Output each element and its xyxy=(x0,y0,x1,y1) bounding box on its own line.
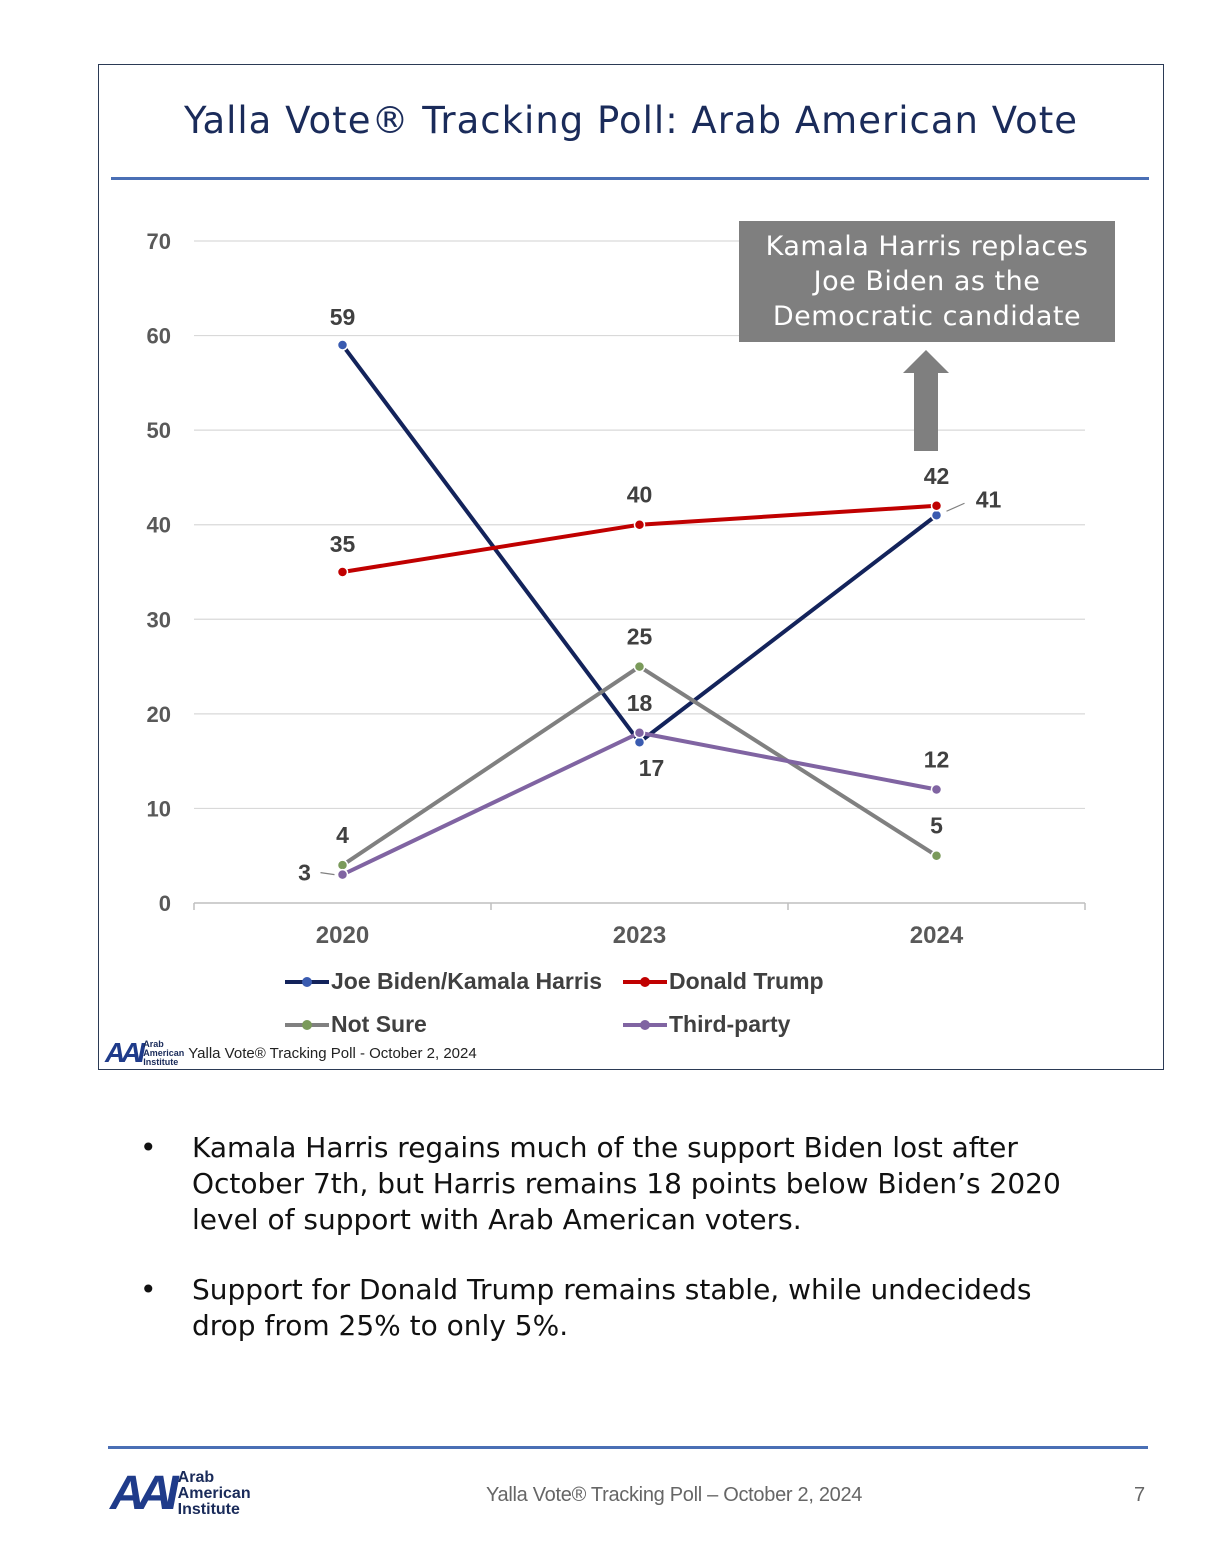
aai-logo-mark-icon: AAI xyxy=(110,1467,179,1520)
label-leader-line xyxy=(320,872,335,876)
footer-divider xyxy=(108,1446,1148,1449)
legend-swatch-trump xyxy=(623,976,667,987)
series xyxy=(336,339,943,881)
page-number: 7 xyxy=(1134,1484,1146,1506)
bullet-dot-icon: • xyxy=(140,1131,157,1164)
data-point xyxy=(336,868,349,881)
data-point xyxy=(336,566,349,578)
data-label: 41 xyxy=(976,486,1002,512)
legend-label-biden-harris: Joe Biden/Kamala Harris xyxy=(331,968,603,994)
bullet-text: Kamala Harris regains much of the suppor… xyxy=(192,1131,1061,1236)
y-tick-label: 70 xyxy=(147,229,171,254)
axes: 0 10 20 30 40 50 60 70 2020 2023 2024 xyxy=(147,229,1086,949)
legend-item-biden-harris: Joe Biden/Kamala Harris xyxy=(285,968,602,995)
annotation-box xyxy=(739,221,1115,342)
data-point xyxy=(336,339,349,351)
legend-swatch-third-party xyxy=(623,1019,667,1030)
line-chart: 0 10 20 30 40 50 60 70 2020 2023 2024 Kamala Harri… xyxy=(147,221,1115,949)
data-point xyxy=(930,849,943,862)
x-tick-label: 2023 xyxy=(613,922,666,949)
bullet-dot-icon: • xyxy=(140,1273,157,1306)
series-line xyxy=(342,503,937,574)
data-labels: 59 17 41 35 40 42 4 25 5 3 18 12 xyxy=(298,304,1001,886)
x-tick-label: 2020 xyxy=(316,922,369,949)
data-label: 42 xyxy=(924,463,950,489)
data-label: 3 xyxy=(298,860,311,886)
bullet-item: • Kamala Harris regains much of the suppo… xyxy=(140,1130,1100,1238)
data-point xyxy=(633,518,646,531)
legend-item-third-party: Third-party xyxy=(623,1011,790,1038)
title-divider xyxy=(111,177,1149,180)
arrow-up-icon xyxy=(903,350,949,451)
aai-logo-mark-icon: AAI xyxy=(105,1037,145,1068)
y-tick-label: 0 xyxy=(159,891,171,916)
annotation: Kamala Harris replaces Joe Biden as the De… xyxy=(739,221,1115,451)
data-point xyxy=(930,509,943,522)
data-label: 4 xyxy=(336,822,349,848)
data-point xyxy=(633,736,646,748)
data-label: 35 xyxy=(330,531,356,557)
data-point xyxy=(930,500,943,512)
y-tick-label: 40 xyxy=(147,513,171,538)
bullet-text: Support for Donald Trump remains stable,… xyxy=(192,1273,1032,1342)
data-point xyxy=(633,660,646,673)
data-point xyxy=(930,783,943,796)
legend-label-third-party: Third-party xyxy=(669,1011,791,1037)
chart-source-text: Yalla Vote® Tracking Poll - October 2, 2… xyxy=(188,1044,477,1062)
y-tick-label: 10 xyxy=(147,796,171,821)
bullet-item: • Support for Donald Trump remains stable… xyxy=(140,1272,1100,1344)
y-tick-label: 30 xyxy=(147,607,171,632)
chart-frame: Yalla Vote® Tracking Poll: Arab American… xyxy=(98,64,1164,1070)
footer-text: Yalla Vote® Tracking Poll – October 2, 2… xyxy=(486,1484,863,1506)
data-point xyxy=(633,727,646,739)
data-label: 40 xyxy=(627,482,653,508)
label-leader-line xyxy=(946,502,965,512)
legend-item-trump: Donald Trump xyxy=(623,968,824,995)
legend-swatch-biden-harris xyxy=(285,976,329,987)
aai-logo: AAI Arab American Institute xyxy=(110,1470,251,1518)
legend-item-not-sure: Not Sure xyxy=(285,1011,427,1038)
annotation-text: Democratic candidate xyxy=(773,301,1081,332)
legend-label-not-sure: Not Sure xyxy=(331,1011,427,1037)
annotation-text: Kamala Harris replaces xyxy=(766,231,1089,262)
x-tick-label: 2024 xyxy=(910,922,964,949)
bullet-list: • Kamala Harris regains much of the suppo… xyxy=(140,1130,1100,1378)
data-label: 12 xyxy=(924,747,950,773)
y-tick-label: 20 xyxy=(147,702,171,727)
series-line xyxy=(340,343,938,745)
data-point xyxy=(336,859,349,871)
y-tick-label: 60 xyxy=(147,324,171,349)
chart-title: Yalla Vote® Tracking Poll: Arab American… xyxy=(183,99,1079,142)
data-label: 59 xyxy=(330,304,356,330)
aai-logo-words: Arab American Institute xyxy=(177,1469,251,1518)
aai-logo-small: AAI Arab American Institute xyxy=(105,1039,184,1067)
annotation-text: Joe Biden as the xyxy=(812,266,1041,297)
legend-swatch-not-sure xyxy=(285,1019,329,1030)
data-label: 25 xyxy=(627,624,653,650)
chart-source: AAI Arab American Institute Yalla Vote® Tr… xyxy=(105,1039,477,1067)
data-label: 18 xyxy=(627,690,653,716)
legend-label-trump: Donald Trump xyxy=(669,968,824,994)
y-tick-label: 50 xyxy=(147,418,171,443)
data-label: 17 xyxy=(639,755,665,781)
data-label: 5 xyxy=(930,813,943,839)
aai-logo-words: Arab American Institute xyxy=(143,1038,185,1067)
